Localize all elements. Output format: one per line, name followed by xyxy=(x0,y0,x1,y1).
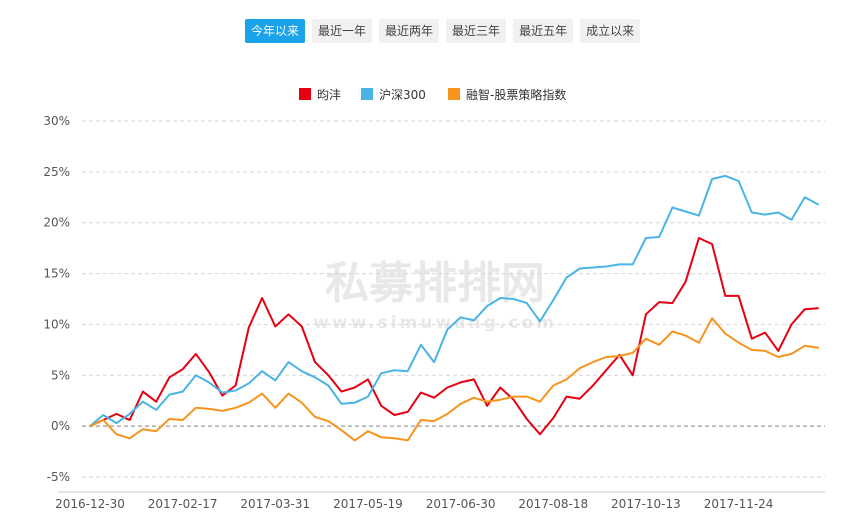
tab-2-years[interactable]: 最近两年 xyxy=(379,19,440,43)
legend-swatch xyxy=(448,88,460,100)
series-line xyxy=(89,317,819,442)
y-tick-label: 5% xyxy=(51,368,70,382)
x-tick-label: 2017-03-31 xyxy=(240,497,310,511)
watermark-main: 私募排排网 xyxy=(325,258,545,309)
tab-5-years[interactable]: 最近五年 xyxy=(513,19,574,43)
x-tick-label: 2017-11-24 xyxy=(704,497,774,511)
legend: 昀沣 沪深300 融智-股票策略指数 xyxy=(299,87,566,102)
x-tick-label: 2017-05-19 xyxy=(333,497,403,511)
series-line xyxy=(89,237,819,436)
y-tick-label: 20% xyxy=(43,216,70,230)
y-tick-label: 25% xyxy=(43,165,70,179)
x-tick-label: 2017-08-18 xyxy=(518,497,588,511)
y-tick-label: 10% xyxy=(43,317,70,331)
y-axis: -5% 0% 5% 10% 15% 20% 25% 30% xyxy=(43,114,70,484)
legend-swatch xyxy=(361,88,373,100)
tab-ytd[interactable]: 今年以来 xyxy=(245,19,306,43)
legend-label: 昀沣 xyxy=(317,88,341,102)
tab-1-year[interactable]: 最近一年 xyxy=(312,19,373,43)
y-tick-label: 0% xyxy=(51,419,70,433)
x-tick-label: 2016-12-30 xyxy=(55,497,125,511)
x-tick-label: 2017-02-17 xyxy=(148,497,218,511)
period-tabs: 今年以来 最近一年 最近两年 最近三年 最近五年 成立以来 xyxy=(245,19,647,43)
watermark: 私募排排网 www.simuwang.com xyxy=(313,258,557,333)
tab-3-years[interactable]: 最近三年 xyxy=(446,19,507,43)
x-axis: 2016-12-30 2017-02-17 2017-03-31 2017-05-19… xyxy=(55,491,825,511)
y-tick-label: -5% xyxy=(47,470,70,484)
y-tick-label: 30% xyxy=(43,114,70,128)
y-tick-label: 15% xyxy=(43,267,70,281)
legend-label: 沪深300 xyxy=(379,88,426,102)
watermark-sub: www.simuwang.com xyxy=(313,313,557,333)
series-line xyxy=(89,174,819,428)
x-tick-label: 2017-06-30 xyxy=(426,497,496,511)
x-tick-label: 2017-10-13 xyxy=(611,497,681,511)
series-lines xyxy=(89,174,819,442)
tab-since-inception[interactable]: 成立以来 xyxy=(580,19,641,43)
legend-swatch xyxy=(299,88,311,100)
legend-label: 融智-股票策略指数 xyxy=(466,87,566,102)
